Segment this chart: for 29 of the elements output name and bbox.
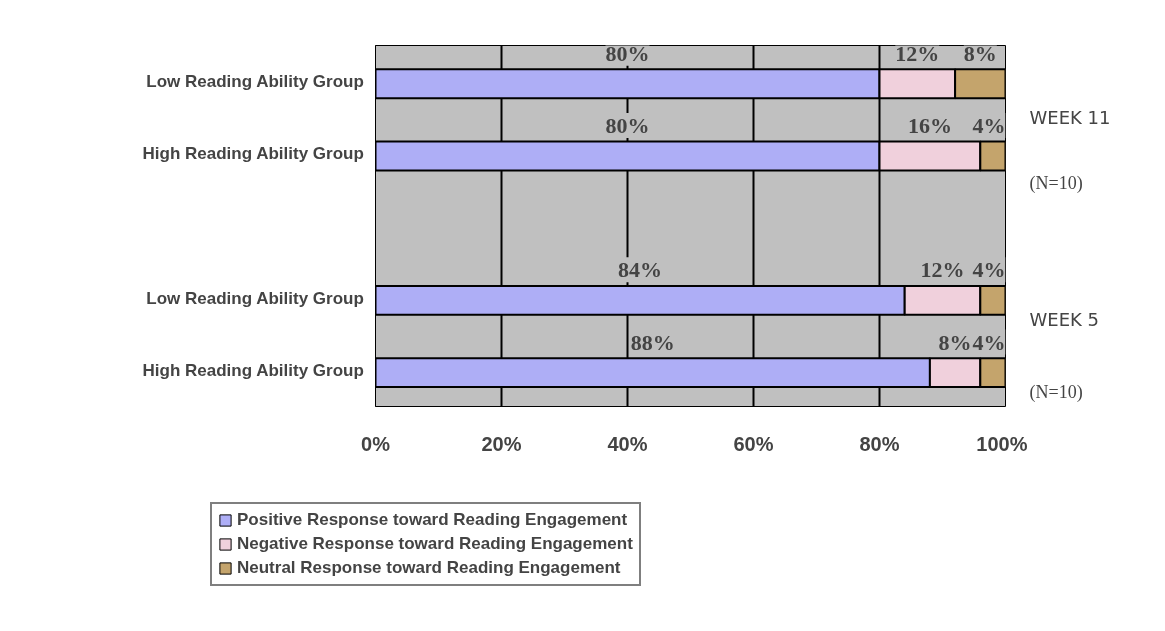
y-tick-label: High Reading Ability Group <box>142 144 364 164</box>
text: WEEK 11 <box>1029 107 1111 129</box>
data-label: 16% <box>907 112 952 138</box>
text: (N=10) <box>1029 382 1083 404</box>
y-tick-label: Low Reading Ability Group <box>146 288 364 308</box>
data-label: 80% <box>605 40 650 66</box>
data-label: 8% <box>938 329 972 355</box>
data-label: 4% <box>972 112 1006 138</box>
y-tick-label: High Reading Ability Group <box>142 360 364 380</box>
data-label: 80% <box>605 112 650 138</box>
x-tick-label: 20% <box>481 432 522 455</box>
x-tick-label: 80% <box>859 432 900 455</box>
legend-label: Positive Response toward Reading Engagement <box>237 510 628 530</box>
x-tick-label: 40% <box>607 432 648 455</box>
data-label: 4% <box>972 329 1006 355</box>
data-label: 8% <box>963 40 997 66</box>
text: WEEK 5 <box>1029 309 1100 331</box>
data-label: 88% <box>630 329 675 355</box>
legend-label: Negative Response toward Reading Engagement <box>237 534 633 554</box>
y-tick-label: Low Reading Ability Group <box>146 72 364 92</box>
text: (N=10) <box>1029 172 1083 194</box>
legend-label: Neutral Response toward Reading Engagement <box>237 558 621 578</box>
data-label: 12% <box>920 257 965 283</box>
x-tick-label: 0% <box>361 432 391 455</box>
data-label: 12% <box>895 40 940 66</box>
data-label: 4% <box>972 257 1006 283</box>
x-tick-label: 60% <box>733 432 774 455</box>
x-tick-label: 100% <box>976 432 1028 455</box>
data-label: 84% <box>618 257 663 283</box>
